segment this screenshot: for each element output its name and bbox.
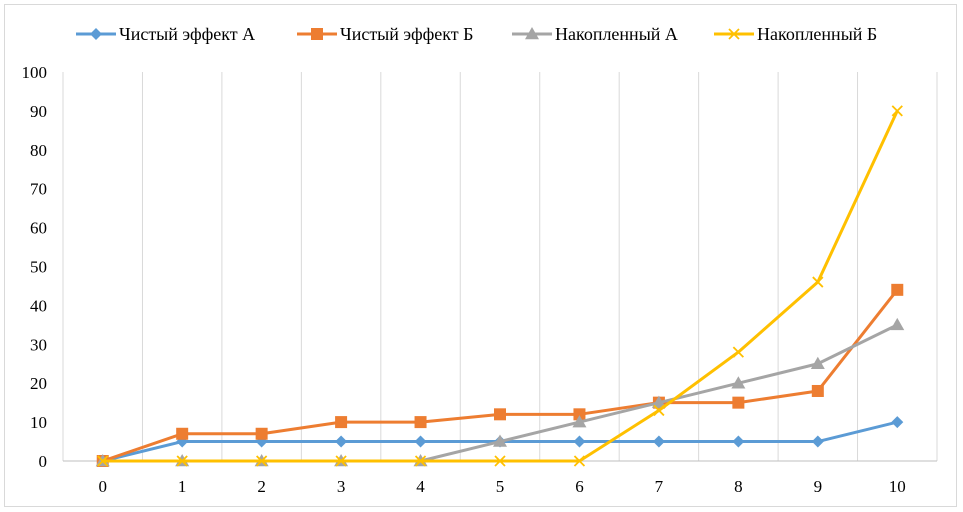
data-point (255, 427, 268, 440)
series-4 (97, 105, 903, 467)
data-point (97, 455, 109, 467)
y-tick-label: 30 (30, 335, 47, 354)
legend-label: Накопленный Б (757, 24, 877, 44)
data-point (494, 455, 506, 467)
y-tick-label: 90 (30, 102, 47, 121)
data-point (653, 404, 665, 417)
x-tick-label: 6 (575, 477, 584, 496)
legend-marker (728, 28, 740, 40)
x-tick-label: 0 (98, 477, 107, 496)
legend-label: Чистый эффект Б (340, 24, 473, 44)
data-point (811, 435, 824, 448)
x-tick-label: 5 (496, 477, 505, 496)
series-3 (95, 317, 905, 467)
data-point (890, 317, 905, 331)
x-tick-label: 2 (257, 477, 266, 496)
y-tick-label: 50 (30, 258, 47, 277)
data-point (573, 408, 586, 421)
x-tick-labels: 0 1 2 3 4 5 6 7 8 9 10 (98, 477, 905, 496)
data-point (255, 455, 268, 467)
legend-marker (311, 28, 323, 40)
data-point (811, 384, 824, 397)
y-tick-labels: 0 10 20 30 40 50 60 70 80 90 100 (22, 63, 48, 471)
data-point (335, 416, 348, 429)
y-tick-label: 40 (30, 296, 47, 315)
y-tick-label: 80 (30, 141, 47, 160)
y-tick-label: 10 (30, 413, 47, 432)
legend-label: Чистый эффект А (119, 24, 255, 44)
data-point (652, 435, 665, 448)
data-point (335, 435, 348, 448)
data-point (891, 105, 903, 117)
data-point (810, 356, 825, 369)
legend-marker (525, 27, 539, 40)
data-point (572, 415, 587, 428)
data-point (414, 455, 427, 467)
data-point (891, 416, 904, 429)
data-point (891, 283, 904, 296)
data-point (732, 346, 745, 358)
legend-item-4: Накопленный Б (714, 24, 877, 44)
legend: Чистый эффект А Чистый эффект Б Накопленны… (76, 24, 877, 44)
x-tick-label: 3 (337, 477, 346, 496)
series-lines (95, 105, 905, 467)
y-tick-label: 60 (30, 219, 47, 238)
data-point (573, 455, 586, 467)
x-tick-label: 9 (814, 477, 823, 496)
legend-label: Накопленный А (555, 24, 678, 44)
legend-item-1: Чистый эффект А (76, 24, 255, 44)
data-point (812, 276, 824, 288)
data-point (414, 416, 427, 429)
data-point (176, 427, 189, 440)
data-point (493, 434, 507, 447)
y-tick-label: 100 (22, 63, 48, 82)
y-tick-label: 0 (39, 452, 48, 471)
x-tick-label: 4 (416, 477, 425, 496)
chart-frame (4, 4, 957, 507)
data-point (176, 455, 188, 467)
x-tick-label: 8 (734, 477, 743, 496)
data-point (573, 435, 586, 448)
data-point (731, 376, 746, 389)
y-tick-label: 20 (30, 374, 47, 393)
data-point (732, 435, 745, 448)
gridlines (62, 72, 938, 461)
data-point (335, 455, 347, 467)
data-point (494, 408, 506, 421)
x-tick-label: 7 (655, 477, 664, 496)
x-tick-label: 10 (889, 477, 906, 496)
legend-item-3: Накопленный А (512, 24, 678, 44)
data-point (414, 435, 427, 448)
y-tick-label: 70 (30, 180, 47, 199)
data-point (732, 396, 745, 409)
data-point (651, 395, 666, 408)
legend-item-2: Чистый эффект Б (297, 24, 473, 44)
x-tick-label: 1 (178, 477, 187, 496)
legend-marker (90, 28, 102, 40)
